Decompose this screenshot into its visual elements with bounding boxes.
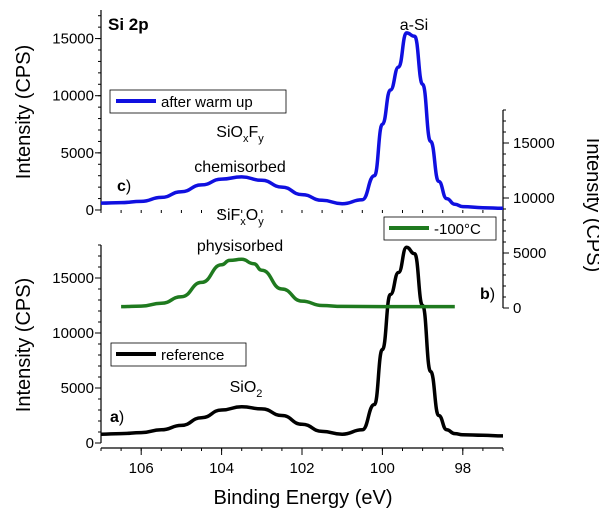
- x-tick-label: 102: [289, 460, 314, 477]
- right-axis-b: 0 5000 10000 15000: [502, 109, 555, 317]
- annotation-sio2: SiO2: [230, 379, 263, 400]
- annotation-a-si: a-Si: [400, 17, 428, 34]
- y-axis-title-top: Intensity (CPS): [13, 45, 35, 179]
- top-y-tick-label: 15000: [52, 31, 94, 48]
- series-after-warm-up: [100, 31, 504, 211]
- right-y-tick-label: 10000: [513, 190, 555, 207]
- top-y-tick-label: 0: [86, 202, 94, 219]
- legend-box: [109, 89, 287, 114]
- legend-label: -100°C: [434, 221, 481, 238]
- annotation-sifxoy: SiFxOy: [216, 207, 264, 228]
- annotation-siofx: SiOxFy: [216, 124, 264, 145]
- legend-label: reference: [161, 347, 224, 364]
- legend-after-warm-up: after warm up: [109, 89, 287, 114]
- series-minus-100c: [121, 257, 455, 309]
- legend-box: [383, 216, 497, 241]
- right-y-tick-label: 0: [513, 300, 521, 317]
- legend-reference: reference: [110, 342, 247, 367]
- annotation-chemisorbed: chemisorbed: [194, 159, 286, 176]
- bottom-panel-axes: 0 5000 10000 15000: [52, 244, 102, 452]
- bottom-y-tick-label: 15000: [52, 270, 94, 287]
- chart-title: Si 2p: [108, 15, 149, 34]
- annotation-physisorbed: physisorbed: [197, 238, 283, 255]
- x-tick-label: 98: [454, 460, 471, 477]
- y-axis-title-bottom: Intensity (CPS): [13, 278, 35, 412]
- x-tick-label: 106: [129, 460, 154, 477]
- bottom-y-tick-label: 0: [86, 435, 94, 452]
- panel-label-c: c): [117, 178, 131, 195]
- right-y-tick-label: 15000: [513, 135, 555, 152]
- legend-box: [110, 342, 247, 367]
- series-layer: [100, 31, 504, 438]
- legend-label: after warm up: [161, 94, 253, 111]
- bottom-y-tick-label: 10000: [52, 325, 94, 342]
- top-panel-axes: 0 5000 10000 15000: [52, 10, 102, 219]
- x-axis: 106 104 102 100 98: [100, 210, 504, 477]
- legend-minus-100c: -100°C: [383, 216, 497, 241]
- x-axis-title: Binding Energy (eV): [214, 487, 393, 509]
- right-y-tick-label: 5000: [513, 245, 546, 262]
- top-y-tick-label: 10000: [52, 88, 94, 105]
- panel-label-b: b): [480, 286, 495, 303]
- x-tick-label: 104: [209, 460, 234, 477]
- series-reference: [100, 245, 504, 438]
- y-axis-title-right: Intensity (CPS): [582, 138, 599, 272]
- top-y-tick-label: 5000: [61, 145, 94, 162]
- x-tick-label: 100: [370, 460, 395, 477]
- bottom-y-tick-label: 5000: [61, 380, 94, 397]
- panel-label-a: a): [110, 409, 124, 426]
